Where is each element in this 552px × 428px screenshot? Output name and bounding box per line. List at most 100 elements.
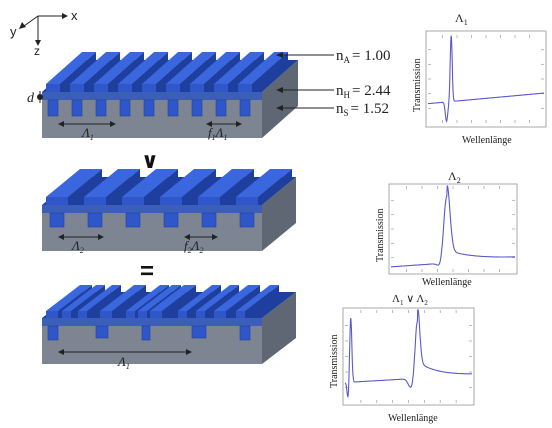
plot2-curve [391,185,515,268]
ridge-top [238,52,288,84]
ridge-top [166,52,216,84]
ridge-front [178,311,187,318]
grating-slot-edge [49,212,65,228]
ridge-top [94,52,144,84]
plot3-title: Λ1 ∨ Λ2 [392,293,428,307]
grating-slot-edge [119,99,131,117]
grating-slot-edge [239,325,251,341]
grating-slot [192,326,206,338]
ridge-front [166,84,180,92]
grating-slot-edge [47,325,59,341]
transmission-plot-combined: Λ1 ∨ Λ2 Transmission Wellenlänge [329,293,475,424]
fill-factor-label-1: f1Λ1 [208,125,227,142]
ridge-top [62,285,105,311]
substrate-front [42,213,262,251]
grating-slot [216,100,226,116]
ridge-top [84,169,140,197]
coordinate-axes: x y z [10,8,78,58]
grating-slot [120,100,130,116]
grating-slot-edge [239,212,255,228]
plot3-frame [342,307,475,406]
air-index-label: nA = 1.00 [336,48,390,65]
plot2-ylabel: Transmission [375,208,386,262]
ridge-side [156,52,192,92]
ridge-side [144,169,178,205]
ridge-side [204,52,240,92]
ridge-front [84,197,106,205]
ridge-front [118,84,132,92]
substrate-side [262,60,298,138]
grating-slot [142,326,150,340]
ridge-side [205,285,239,318]
grating-slot [164,213,178,227]
period-label-lambda1: Λ1 [80,125,94,142]
grating-slot [72,100,82,116]
plot1-frame [425,30,547,128]
grating-slot-edge [215,99,227,117]
ridge-front [46,197,68,205]
ridge-front [94,84,108,92]
ridge-top [78,285,121,311]
grating-slot-edge [95,99,107,117]
ridge-side [258,169,292,205]
ridge-top [70,52,120,84]
ridge-front [236,311,245,318]
grating-slot [48,326,58,340]
ridge-top [138,285,181,311]
ridge-side [84,52,120,92]
grating-slot-edge [191,325,207,339]
grating-slot [202,213,216,227]
film-front [42,318,262,326]
plot1-title: Λ1 [455,11,468,27]
x-axis-label: x [71,8,78,23]
grating-slot [48,100,58,116]
ridge-side [106,169,140,205]
z-axis-label: z [34,44,40,58]
period-label-lambda2: Λ2 [70,238,84,255]
grating-slot [240,100,250,116]
y-axis-label: y [10,24,17,39]
ridge-front [214,311,226,318]
film-index-label: nH = 2.44 [336,83,391,100]
ridge-top [100,285,146,311]
grating-structure-lambda1 [42,52,298,138]
substrate-side [262,292,296,364]
ridge-front [214,84,228,92]
grating-slot-edge [143,99,155,117]
grating-slot-edge [141,325,151,341]
plot1-xlabel: Wellenlänge [462,135,512,146]
grating-slot-edge [201,212,217,228]
ridge-front [196,311,205,318]
ridge-front [238,84,252,92]
ridge-top [118,52,168,84]
ridge-side [87,285,121,318]
ridge-top [178,285,221,311]
ridge-side [180,52,216,92]
grating-slot-edge [191,99,203,117]
ridge-side [60,52,96,92]
film-front [42,205,262,213]
ridge-top [236,169,292,197]
ridge-side [220,169,254,205]
superperiod-label: Λ1 [116,354,130,371]
ridge-front [78,311,87,318]
ridge-top [214,285,260,311]
grating-slot [126,213,140,227]
ridge-front [62,311,71,318]
ridge-top [198,169,254,197]
or-operator: ∨ [141,148,159,173]
ridge-side [71,285,105,318]
plot1-curve [428,35,544,123]
ridge-side [68,169,102,205]
ridge-side [162,285,196,318]
grating-slot [168,100,178,116]
plot2-xlabel: Wellenlänge [422,277,472,288]
grating-slot-edge [47,99,59,117]
ridge-side [187,285,221,318]
grating-slot [96,326,108,338]
ridge-front [126,311,135,318]
ridge-top [190,52,240,84]
film-front [42,92,262,100]
fill-factor-label-2: f2Λ2 [184,238,203,255]
ridge-front [160,197,182,205]
